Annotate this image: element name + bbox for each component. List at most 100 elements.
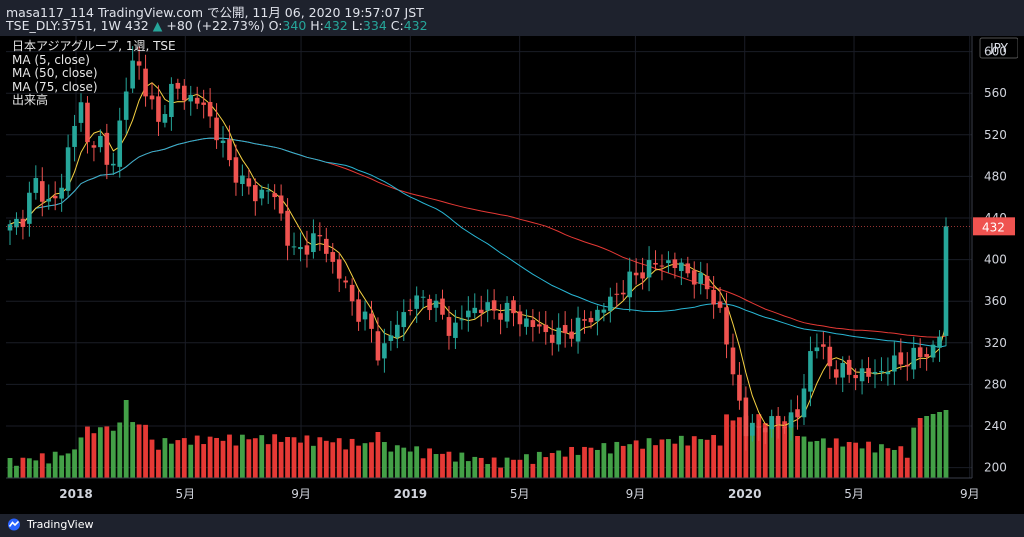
x-tick-label: 9月 bbox=[960, 487, 980, 501]
up-arrow-icon: ▲ bbox=[152, 18, 163, 33]
volume-bar bbox=[265, 444, 271, 478]
volume-bar bbox=[498, 467, 503, 478]
volume-bar bbox=[485, 464, 491, 478]
last-price-tag bbox=[973, 217, 1015, 236]
high-label: H: bbox=[310, 18, 324, 33]
volume-bar bbox=[827, 447, 833, 478]
volume-bar bbox=[343, 449, 349, 478]
volume-bar bbox=[136, 424, 142, 478]
volume-bar bbox=[866, 441, 871, 478]
volume-bar bbox=[375, 432, 381, 478]
candle bbox=[795, 395, 800, 430]
volume-bar bbox=[175, 440, 181, 478]
volume-bar bbox=[582, 446, 587, 478]
volume-bar bbox=[562, 456, 568, 478]
candle bbox=[653, 250, 658, 270]
candle bbox=[317, 222, 323, 251]
currency-label[interactable]: JPY bbox=[989, 41, 1009, 55]
volume-bar bbox=[401, 447, 407, 478]
candle bbox=[382, 328, 387, 373]
candle bbox=[756, 419, 762, 442]
candle bbox=[401, 299, 407, 342]
volume-bar bbox=[601, 443, 607, 478]
price-chart[interactable]: JPY200240280320360400440480520560600432 … bbox=[6, 36, 1019, 514]
volume-bar bbox=[879, 444, 884, 478]
legend-title: 日本アジアグループ, 1週, TSE bbox=[12, 39, 176, 53]
candle bbox=[549, 320, 555, 356]
volume-bar bbox=[407, 451, 413, 478]
candle bbox=[666, 251, 671, 274]
volume-bar bbox=[91, 433, 97, 478]
volume-bar bbox=[691, 436, 697, 478]
volume-bar bbox=[795, 436, 800, 478]
publish-info: masa117_114 TradingView.com で公開, 11月 06,… bbox=[6, 5, 424, 20]
candle bbox=[866, 357, 871, 384]
volume-bar bbox=[201, 444, 207, 478]
volume-bar bbox=[291, 437, 297, 478]
candle bbox=[840, 356, 846, 393]
volume-bar bbox=[97, 427, 103, 478]
chart-area[interactable]: JPY200240280320360400440480520560600432 … bbox=[6, 36, 1019, 514]
volume-bar bbox=[898, 446, 904, 478]
legend-ma5[interactable]: MA (5, close) bbox=[12, 52, 90, 67]
volume-bar bbox=[620, 445, 626, 478]
candle bbox=[885, 357, 891, 386]
volume-bar bbox=[478, 457, 484, 478]
candles bbox=[7, 46, 949, 451]
volume-bar bbox=[110, 430, 116, 478]
candle bbox=[711, 276, 716, 319]
volume-bar bbox=[104, 426, 110, 478]
y-tick-label: 480 bbox=[984, 169, 1007, 183]
candle bbox=[775, 407, 781, 439]
volume-bar bbox=[569, 446, 574, 478]
candle bbox=[343, 276, 348, 289]
volume-bar bbox=[298, 442, 303, 478]
chart-footer: TradingView bbox=[0, 514, 1024, 537]
candle bbox=[685, 256, 691, 278]
candle bbox=[324, 227, 329, 263]
candle bbox=[821, 331, 826, 360]
candle bbox=[123, 77, 129, 134]
volume-bar bbox=[724, 414, 729, 478]
open-label: O: bbox=[268, 18, 283, 33]
volume-bar bbox=[885, 448, 891, 478]
legend-volume[interactable]: 出来高 bbox=[12, 93, 49, 107]
ohlc-row: TSE_DLY:3751, 1W 432 ▲ +80 (+22.73%) O:3… bbox=[6, 18, 428, 33]
volume-bar bbox=[717, 445, 723, 478]
candle bbox=[39, 167, 45, 217]
time-axis[interactable]: 2018 5月 9月 2019 5月 9月 2020 5月 9月 bbox=[6, 477, 980, 501]
volume-bar bbox=[336, 438, 342, 478]
legend-ma75[interactable]: MA (75, close) bbox=[12, 79, 98, 94]
x-tick-label: 2018 bbox=[59, 487, 92, 501]
volume-bar bbox=[846, 441, 852, 478]
volume-bar bbox=[614, 441, 620, 478]
volume-bar bbox=[233, 445, 239, 478]
volume-bar bbox=[194, 435, 200, 478]
candle bbox=[543, 310, 549, 345]
volume-bar bbox=[33, 460, 39, 478]
volume-bar bbox=[859, 448, 865, 478]
candle bbox=[846, 355, 852, 383]
volume-bar bbox=[704, 439, 710, 478]
legend-ma50[interactable]: MA (50, close) bbox=[12, 66, 98, 80]
candle bbox=[265, 183, 271, 204]
volume-bar bbox=[491, 457, 497, 478]
price-change: +80 (+22.73%) bbox=[166, 18, 265, 33]
y-tick-label: 520 bbox=[984, 128, 1007, 142]
volume-bar bbox=[788, 415, 794, 478]
candle bbox=[659, 254, 665, 281]
volume-bar bbox=[536, 451, 542, 478]
candle bbox=[562, 311, 568, 348]
candle bbox=[104, 123, 110, 180]
volume-bar bbox=[14, 465, 19, 478]
candle bbox=[175, 78, 181, 100]
candle bbox=[530, 309, 536, 342]
candle bbox=[85, 96, 90, 154]
x-tick-label: 5月 bbox=[175, 487, 195, 501]
volume-bar bbox=[595, 449, 600, 478]
candle bbox=[911, 336, 917, 379]
price-axis[interactable]: JPY200240280320360400440480520560600432 bbox=[6, 36, 1019, 514]
tradingview-logo[interactable]: TradingView bbox=[6, 518, 93, 531]
volume-bar bbox=[737, 417, 742, 478]
volume-bar bbox=[420, 458, 426, 478]
